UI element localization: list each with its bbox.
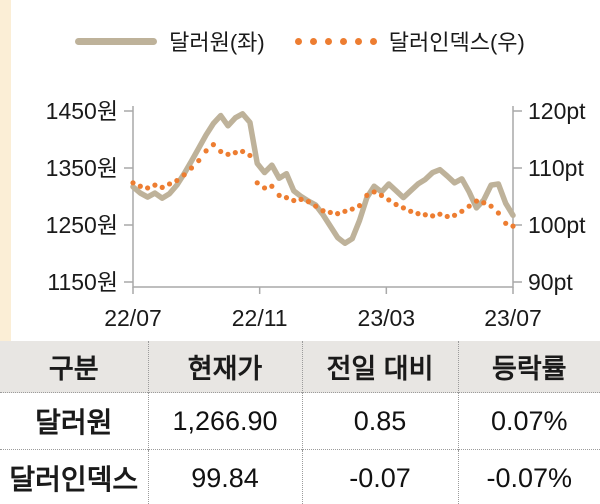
legend-dot (294, 37, 302, 45)
series-dot-dollar-index (451, 212, 458, 218)
series-dot-dollar-index (364, 192, 370, 198)
chart-legend: 달러원(좌) 달러인덱스(우) (0, 26, 600, 56)
series-dot-dollar-index (393, 201, 399, 208)
legend-label-dollar-won: 달러원(좌) (169, 30, 265, 55)
left-axis-tick-label: 1250원 (46, 212, 118, 238)
series-dot-dollar-index (291, 197, 297, 204)
series-dot-dollar-index (415, 211, 421, 217)
x-axis-tick-label: 23/07 (484, 305, 542, 331)
series-dot-dollar-index (342, 208, 348, 214)
series-dot-dollar-index (247, 152, 253, 159)
x-axis-tick-label: 23/03 (358, 305, 416, 331)
series-dot-dollar-index (130, 180, 136, 186)
legend-dot (354, 37, 362, 45)
legend-dot (339, 37, 347, 45)
legend-dot (369, 37, 377, 45)
fx-table: 구분 현재가 전일 대비 등락률 달러원 1,266.90 0.85 0.07%… (0, 341, 600, 504)
series-dot-dollar-index (218, 148, 224, 155)
series-dot-dollar-index (327, 209, 333, 216)
series-dot-dollar-index (503, 220, 509, 226)
fx-line-chart: 1450원 1350원 1250원 1150원 120pt 110pt 100pt 90pt 2… (46, 98, 586, 331)
left-axis-tick-label: 1150원 (47, 269, 118, 295)
dollar-won-price-cell: 1,266.90 (147, 392, 302, 450)
left-axis-tick-label: 1350원 (46, 155, 118, 181)
series-dot-dollar-index (305, 199, 311, 205)
legend-item-dollar-index: 달러인덱스(우) (294, 25, 525, 57)
series-line-dollar-won (130, 111, 516, 246)
legend-dot (309, 37, 317, 45)
series-dot-dollar-index (225, 151, 231, 157)
series-dot-dollar-index (510, 223, 516, 229)
dollar-index-rate-cell: -0.07% (457, 449, 600, 504)
series-dot-dollar-index (298, 196, 304, 202)
left-axis-tick-label: 1450원 (46, 98, 118, 124)
col-header-rate: 등락률 (457, 341, 600, 393)
series-dot-dollar-index (210, 142, 216, 148)
series-dot-dollar-index (473, 198, 480, 204)
series-dot-dollar-index (196, 157, 202, 164)
series-dot-dollar-index (371, 189, 377, 195)
series-dot-dollar-index (152, 182, 158, 188)
series-dot-dollar-index (481, 200, 487, 206)
col-header-category: 구분 (0, 341, 148, 393)
series-dot-dollar-index (181, 172, 187, 178)
table-row-dollar-won: 달러원 1,266.90 0.85 0.07% (0, 392, 600, 450)
axis-frame (132, 106, 514, 288)
series-dot-dollar-index (166, 181, 173, 187)
dollar-won-line-swatch (75, 37, 158, 45)
series-dot-dollar-index (349, 206, 355, 212)
series-dot-dollar-index (254, 180, 260, 186)
series-dot-dollar-index (159, 184, 165, 190)
legend-label-dollar-index: 달러인덱스(우) (388, 30, 525, 55)
series-dot-dollar-index (313, 203, 319, 209)
series-dot-dollar-index (276, 192, 282, 198)
series-dot-dollar-index (174, 177, 180, 184)
series-dot-dollar-index (386, 197, 392, 203)
series-dot-dollar-index (269, 183, 275, 189)
right-axis-tick-label: 120pt (528, 98, 586, 124)
row-label-dollar-won: 달러원 (0, 392, 148, 450)
legend-item-dollar-won: 달러원(좌) (75, 25, 265, 57)
series-dot-dollar-index (283, 195, 290, 201)
x-axis-tick-label: 22/07 (104, 305, 162, 331)
series-dot-dollar-index (261, 185, 268, 191)
series-dot-dollar-index (422, 212, 428, 218)
series-dot-dollar-index (232, 150, 238, 156)
dollar-won-rate-cell: 0.07% (457, 392, 600, 450)
dollar-index-dots-swatch (294, 37, 377, 45)
series-dot-dollar-index (437, 211, 443, 217)
dollar-won-change-cell: 0.85 (301, 392, 458, 450)
series-dot-dollar-index (400, 205, 406, 211)
col-header-price: 현재가 (147, 341, 302, 393)
series-dot-dollar-index (320, 208, 326, 214)
series-dot-dollar-index (430, 213, 436, 219)
series-dot-dollar-index (203, 148, 209, 154)
series-dot-dollar-index (137, 183, 143, 189)
right-axis-tick-label: 100pt (528, 212, 586, 238)
series-dot-dollar-index (188, 165, 195, 171)
series-dot-dollar-index (240, 148, 246, 155)
series-dot-dollar-index (145, 185, 151, 191)
table-header-row: 구분 현재가 전일 대비 등락률 (0, 341, 600, 393)
series-dot-dollar-index (459, 208, 465, 214)
table-row-dollar-index: 달러인덱스 99.84 -0.07 -0.07% (0, 449, 600, 504)
series-dot-dollar-index (408, 208, 414, 214)
col-header-change: 전일 대비 (301, 341, 458, 393)
series-dot-dollar-index (335, 211, 341, 217)
series-dot-dollar-index (356, 203, 363, 209)
dollar-index-price-cell: 99.84 (147, 449, 302, 504)
legend-dot (324, 37, 332, 45)
left-accent-stripe (0, 0, 11, 341)
right-axis-tick-label: 110pt (528, 155, 584, 181)
dollar-index-change-cell: -0.07 (301, 449, 458, 504)
series-dot-dollar-index (444, 213, 450, 220)
right-axis-tick-label: 90pt (528, 269, 573, 295)
row-label-dollar-index: 달러인덱스 (0, 449, 148, 504)
series-dot-dollar-index (488, 203, 494, 209)
x-axis-tick-label: 22/11 (232, 305, 288, 331)
series-dot-dollar-index (495, 210, 501, 216)
series-dot-dollar-index (378, 192, 385, 198)
series-dot-dollar-index (466, 203, 472, 209)
